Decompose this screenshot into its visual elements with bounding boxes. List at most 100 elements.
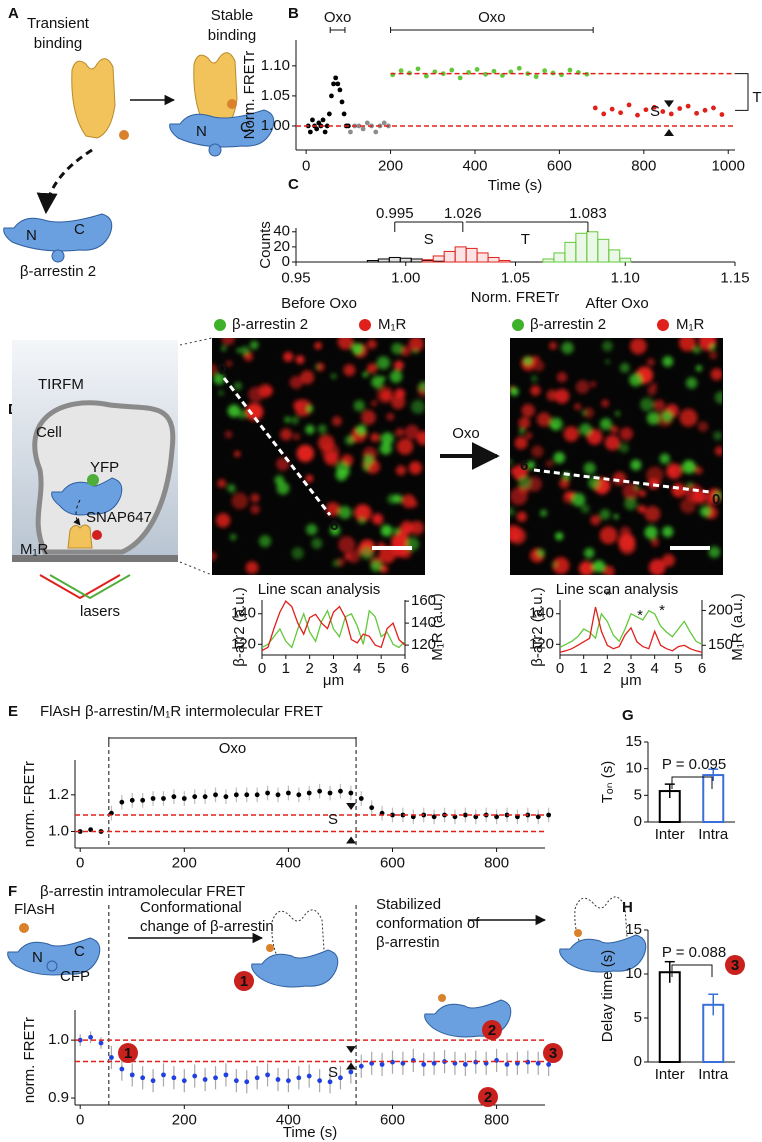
data-point xyxy=(651,104,657,110)
spot xyxy=(317,434,335,452)
spot xyxy=(218,389,225,396)
spot xyxy=(380,432,394,446)
spot xyxy=(518,476,532,489)
arrowhead xyxy=(664,100,674,108)
y-tick-label: 1.00 xyxy=(261,117,290,134)
label: 6 xyxy=(520,457,528,474)
data-point xyxy=(462,1062,468,1067)
spot xyxy=(332,416,342,427)
x-tick-label: 3 xyxy=(627,660,635,677)
bar xyxy=(658,971,681,1063)
annotation: * xyxy=(637,607,643,624)
label: M₁R xyxy=(20,541,49,558)
spot xyxy=(713,431,722,441)
data-point xyxy=(296,792,302,798)
x-tick-label: Intra xyxy=(698,1066,729,1083)
x-tick-label: Intra xyxy=(698,826,729,843)
data-point xyxy=(285,1078,291,1084)
data-point xyxy=(223,1072,229,1078)
data-point xyxy=(348,129,353,135)
spot xyxy=(549,417,563,431)
spot xyxy=(680,498,696,514)
data-point xyxy=(244,1079,250,1085)
data-point xyxy=(331,81,336,87)
spot xyxy=(212,551,217,561)
data-point xyxy=(660,109,666,114)
label: S xyxy=(424,231,434,248)
data-point xyxy=(373,129,379,135)
spot xyxy=(418,381,425,392)
spot xyxy=(347,550,360,564)
arrestin-tail xyxy=(208,143,222,157)
data-point xyxy=(702,107,708,113)
spot xyxy=(615,410,621,417)
spot xyxy=(416,431,425,446)
snap-dot xyxy=(92,530,102,540)
label: 1 xyxy=(240,973,248,990)
data-point xyxy=(181,1078,187,1084)
spot xyxy=(714,446,722,456)
arrowhead xyxy=(346,1046,357,1054)
laser-beam xyxy=(39,574,121,600)
label: 0 xyxy=(712,491,720,508)
label: T xyxy=(752,89,761,106)
label: 2 xyxy=(484,1089,492,1106)
data-point xyxy=(333,75,339,81)
spot xyxy=(351,343,363,355)
spot xyxy=(221,338,235,346)
spot xyxy=(685,377,698,389)
histogram-bar xyxy=(575,232,588,263)
annotation: * xyxy=(605,587,611,604)
spot xyxy=(510,527,527,545)
spot xyxy=(510,487,528,506)
data-point xyxy=(609,106,615,112)
x-tick-label: 1.00 xyxy=(391,269,420,286)
label: Time (s) xyxy=(283,1124,337,1141)
spot xyxy=(412,348,418,354)
x-tick-label: 2 xyxy=(603,660,611,677)
spot xyxy=(710,344,716,350)
y-tick-label: 5 xyxy=(634,1009,642,1026)
x-tick-label: 4 xyxy=(650,660,658,677)
spot xyxy=(533,360,545,372)
spot xyxy=(380,565,388,573)
data-point xyxy=(129,1072,135,1078)
data-point xyxy=(685,103,691,109)
step-badge xyxy=(482,1020,502,1040)
label: YFP xyxy=(90,459,119,476)
spot xyxy=(338,536,356,554)
arrestin-icon xyxy=(251,949,339,988)
x-tick-label: 0.95 xyxy=(281,269,310,286)
spot xyxy=(619,427,634,441)
spot xyxy=(525,432,533,440)
dashed-arrow xyxy=(73,499,81,526)
laser-beam xyxy=(49,574,131,600)
spot xyxy=(583,462,596,475)
spot xyxy=(646,358,655,367)
spot xyxy=(290,416,299,425)
x-tick-label: 200 xyxy=(378,157,403,174)
histogram-bar xyxy=(498,259,511,263)
spot xyxy=(362,464,370,471)
histogram-bar xyxy=(476,252,489,263)
spot xyxy=(650,382,658,389)
label: 0 xyxy=(218,361,226,378)
data-point xyxy=(358,796,364,801)
spot xyxy=(386,412,395,421)
x-tick-label: 400 xyxy=(276,1112,301,1129)
spot xyxy=(563,426,579,442)
y-axis-label: Norm. FRETr xyxy=(241,51,258,140)
significance-bracket xyxy=(671,776,713,789)
x-tick-label: 1.15 xyxy=(720,269,749,286)
data-point xyxy=(635,112,640,118)
spot xyxy=(639,490,646,497)
legend-dot xyxy=(512,319,524,331)
data-point xyxy=(339,99,345,105)
x-tick-label: 600 xyxy=(380,1112,405,1129)
spot xyxy=(311,538,323,549)
spot xyxy=(666,463,682,480)
histogram-bar xyxy=(586,231,599,263)
label: Oxo xyxy=(452,425,480,442)
flash-dot xyxy=(119,130,129,140)
x-tick-label: 4 xyxy=(353,660,361,677)
